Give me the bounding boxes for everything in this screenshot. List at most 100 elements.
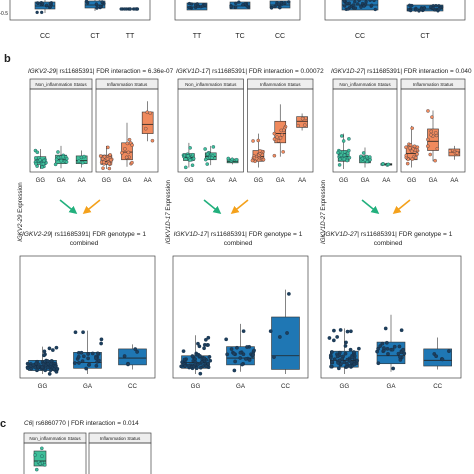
data-point bbox=[65, 156, 69, 161]
data-point bbox=[54, 157, 59, 162]
data-point bbox=[356, 2, 360, 6]
data-point bbox=[211, 145, 216, 149]
data-point bbox=[206, 335, 211, 340]
data-point bbox=[186, 363, 191, 368]
data-point bbox=[61, 155, 65, 159]
data-point bbox=[181, 349, 186, 354]
points bbox=[33, 148, 48, 169]
facet-strip-label: Non_inflammation Status bbox=[185, 82, 237, 87]
points bbox=[380, 162, 391, 167]
box bbox=[271, 289, 300, 374]
data-point bbox=[341, 139, 346, 143]
data-point bbox=[278, 136, 283, 140]
data-point bbox=[408, 8, 413, 13]
y-axis-label: IGKV2-29 Expression bbox=[17, 182, 24, 242]
data-point bbox=[224, 337, 229, 342]
data-point bbox=[434, 4, 438, 8]
data-point bbox=[145, 110, 149, 115]
box-body bbox=[118, 348, 147, 366]
data-point bbox=[419, 7, 424, 11]
data-point bbox=[48, 368, 53, 373]
data-point bbox=[391, 366, 396, 371]
data-point bbox=[390, 347, 395, 352]
data-point bbox=[233, 359, 237, 364]
data-point bbox=[392, 344, 397, 349]
points bbox=[296, 116, 308, 128]
data-point bbox=[120, 151, 124, 155]
x-tick-label: GG bbox=[339, 178, 349, 184]
x-tick-label: AA bbox=[144, 178, 152, 184]
data-point bbox=[205, 152, 210, 156]
data-point bbox=[347, 155, 352, 160]
data-point bbox=[353, 6, 358, 10]
data-point bbox=[238, 356, 243, 360]
facet-frame bbox=[247, 88, 314, 173]
data-point bbox=[278, 5, 282, 10]
chart-title: C6| rs6860770 | FDR interaction = 0.014 bbox=[24, 420, 139, 427]
points bbox=[226, 156, 239, 163]
box-body bbox=[274, 120, 287, 144]
data-point bbox=[40, 165, 44, 169]
data-point bbox=[40, 10, 44, 15]
data-point bbox=[302, 123, 307, 127]
data-point bbox=[252, 348, 256, 353]
x-tick-label: CT bbox=[420, 33, 430, 40]
panel-letter-b: b bbox=[4, 53, 11, 65]
x-tick-label: GG bbox=[191, 383, 201, 390]
box bbox=[423, 337, 452, 370]
data-point bbox=[79, 350, 84, 355]
data-point bbox=[107, 166, 112, 171]
data-point bbox=[368, 157, 372, 162]
data-point bbox=[135, 350, 139, 354]
data-point bbox=[84, 0, 89, 3]
x-tick-label: GG bbox=[102, 178, 112, 184]
green-arrow bbox=[59, 199, 78, 215]
data-point bbox=[363, 158, 367, 162]
x-tick-label: CC bbox=[128, 383, 137, 390]
data-point bbox=[90, 351, 95, 356]
x-tick-label: GA bbox=[387, 383, 397, 390]
data-point bbox=[372, 0, 376, 3]
panel-a-chart-2: TT TC CC bbox=[174, 0, 301, 40]
points bbox=[448, 149, 459, 156]
box bbox=[141, 101, 154, 142]
box-body bbox=[271, 316, 300, 370]
x-tick-label: GG bbox=[36, 178, 46, 184]
data-point bbox=[124, 155, 129, 160]
data-point bbox=[345, 361, 349, 366]
box-body bbox=[296, 116, 308, 128]
data-point bbox=[359, 5, 363, 9]
data-point bbox=[275, 135, 279, 139]
data-point bbox=[179, 364, 184, 369]
data-point bbox=[42, 463, 47, 467]
x-tick-label: TT bbox=[193, 33, 202, 40]
data-point bbox=[34, 467, 39, 472]
data-point bbox=[373, 7, 377, 12]
data-point bbox=[230, 157, 234, 162]
data-point bbox=[190, 354, 195, 358]
orange-arrow bbox=[230, 199, 249, 215]
data-point bbox=[370, 3, 374, 7]
facet-strip-label: Non_inflammation Status bbox=[339, 82, 391, 87]
points bbox=[144, 110, 155, 143]
data-point bbox=[251, 139, 255, 143]
interaction-chart-IGKV2-29: IGKV2-29| rs11685391| FDR interaction = … bbox=[17, 68, 174, 242]
points bbox=[179, 335, 213, 376]
data-point bbox=[351, 3, 355, 7]
data-point bbox=[35, 10, 39, 15]
chart-subtitle: combined bbox=[70, 240, 99, 247]
data-point bbox=[330, 350, 334, 354]
data-point bbox=[35, 150, 40, 155]
data-point bbox=[401, 347, 405, 352]
data-point bbox=[348, 347, 353, 352]
data-point bbox=[184, 165, 188, 170]
data-point bbox=[187, 1, 192, 6]
data-point bbox=[33, 453, 37, 457]
data-point bbox=[25, 361, 30, 366]
data-point bbox=[38, 158, 42, 162]
facet-strip-label: Non_inflammation Status bbox=[29, 436, 81, 441]
data-point bbox=[126, 150, 131, 155]
data-point bbox=[339, 153, 343, 157]
data-point bbox=[59, 159, 63, 163]
points bbox=[119, 7, 140, 11]
